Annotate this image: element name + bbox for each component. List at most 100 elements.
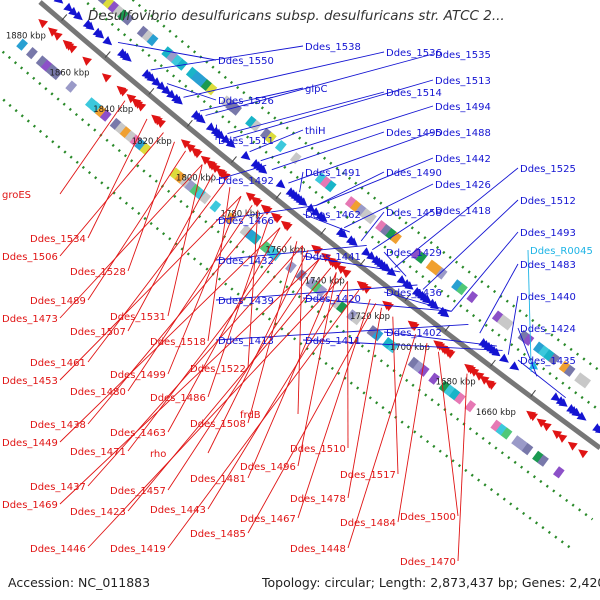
tick-mark <box>444 324 451 332</box>
cog-category-block <box>195 75 208 88</box>
tick-label: 1840 kbp <box>93 105 133 115</box>
gene-leader-line <box>517 359 566 399</box>
gene-leader-line <box>302 297 452 312</box>
cog-category-block <box>380 224 392 237</box>
cog-category-block <box>410 247 423 260</box>
gene-label: Ddes_1510 <box>290 444 346 455</box>
cog-category-block <box>119 126 132 139</box>
gene-label: Ddes_1508 <box>190 419 246 430</box>
gene-label: Ddes_1485 <box>190 529 246 540</box>
tick-label: 1800 kbp <box>176 174 216 184</box>
gene-feature-arrow <box>331 260 342 270</box>
gene-label: Ddes_1457 <box>110 486 166 497</box>
cog-category-block <box>16 38 28 51</box>
accession-label: Accession: NC_011883 <box>8 575 151 590</box>
gene-label: Ddes_1473 <box>2 314 58 325</box>
gene-feature-arrow <box>119 87 129 97</box>
gene-label: Ddes_R0045 <box>530 246 593 257</box>
cog-category-block <box>199 192 212 205</box>
gene-leader-line <box>297 245 303 415</box>
cog-category-block <box>190 70 203 84</box>
gene-label: Ddes_1506 <box>2 252 58 263</box>
cog-category-block <box>112 5 125 18</box>
gene-feature-arrow <box>258 165 268 174</box>
gene-feature-arrow <box>67 44 78 54</box>
gene-label: Ddes_1453 <box>2 376 58 387</box>
gene-label: Ddes_1429 <box>386 248 442 259</box>
gene-leader-line <box>215 244 367 261</box>
gene-label: Ddes_1489 <box>30 296 86 307</box>
gene-leader-line <box>517 327 538 377</box>
gene-label: Ddes_1511 <box>218 136 274 147</box>
gene-feature-arrow <box>491 347 501 357</box>
gene-feature-arrow <box>361 284 372 294</box>
cog-category-block <box>129 134 142 147</box>
gene-leader-line <box>117 41 217 61</box>
gene-feature-arrow <box>205 122 216 132</box>
gene-leader-line <box>232 79 434 139</box>
gene-feature-arrow <box>422 294 432 304</box>
gene-feature-arrow <box>348 237 358 246</box>
cog-category-block <box>285 261 297 274</box>
gene-label: Ddes_1413 <box>218 336 274 347</box>
gene-feature-arrow <box>479 375 490 385</box>
gene-leader-line <box>215 124 217 141</box>
gene-leader-line <box>422 199 519 290</box>
gene-label: Ddes_1418 <box>435 206 491 217</box>
cog-category-block <box>114 122 127 135</box>
cog-category-block <box>366 325 379 338</box>
cog-category-block <box>35 55 48 68</box>
gene-label: Ddes_1436 <box>386 288 442 299</box>
tick-mark <box>490 359 496 367</box>
cog-category-block <box>189 183 202 196</box>
tick-mark <box>320 227 326 235</box>
gene-feature-arrow <box>341 268 352 278</box>
gene-feature-arrow <box>366 251 377 261</box>
gene-leader-line <box>59 258 320 505</box>
gene-label: Ddes_1441 <box>305 252 361 263</box>
cog-category-block <box>139 142 152 155</box>
gene-feature-arrow <box>220 134 231 144</box>
gene-leader-line <box>167 227 281 433</box>
gene-feature-arrow <box>386 267 397 277</box>
topology-info: Topology: circular; Length: 2,873,437 bp… <box>262 575 600 590</box>
gene-label: Ddes_1480 <box>70 387 126 398</box>
gene-feature-arrow <box>52 31 63 41</box>
gene-leader-line <box>199 87 304 112</box>
gene-label: Ddes_1439 <box>218 296 274 307</box>
gene-label: Ddes_1495 <box>386 128 442 139</box>
gene-label: Ddes_1449 <box>2 438 58 449</box>
gene-feature-arrow <box>275 179 286 189</box>
gene-label: Ddes_1463 <box>110 428 166 439</box>
gene-leader-line <box>127 141 175 272</box>
gene-feature-arrow <box>38 19 48 29</box>
cog-category-block <box>500 427 513 440</box>
gene-leader-line <box>347 334 417 549</box>
gene-feature-arrow <box>68 6 78 17</box>
tick-label: 1740 kbp <box>305 277 345 287</box>
gene-feature-arrow <box>571 407 582 417</box>
gene-label: Ddes_1481 <box>190 474 246 485</box>
gene-leader-line <box>215 204 317 221</box>
cog-category-block <box>490 419 502 432</box>
gene-leader-line <box>215 284 418 301</box>
gene-feature-arrow <box>156 118 166 128</box>
gene-leader-line <box>87 182 225 363</box>
cog-category-block <box>415 251 428 264</box>
gene-label: Ddes_1513 <box>435 76 491 87</box>
gene-label: rho <box>150 449 166 460</box>
gene-feature-arrow <box>136 102 147 112</box>
gene-feature-arrow <box>151 77 162 87</box>
cog-category-block <box>516 439 528 452</box>
gene-feature-arrow <box>193 149 203 159</box>
cog-category-block <box>65 80 78 93</box>
cog-category-block <box>161 46 174 59</box>
cog-category-block <box>136 25 149 38</box>
gene-leader-line <box>127 205 253 392</box>
gene-label: Ddes_1494 <box>435 102 491 113</box>
gene-leader-line <box>383 291 452 312</box>
cog-category-block <box>169 167 182 180</box>
gene-label: Ddes_1493 <box>520 228 576 239</box>
gene-feature-arrow <box>263 206 273 216</box>
cog-category-block <box>249 232 262 245</box>
